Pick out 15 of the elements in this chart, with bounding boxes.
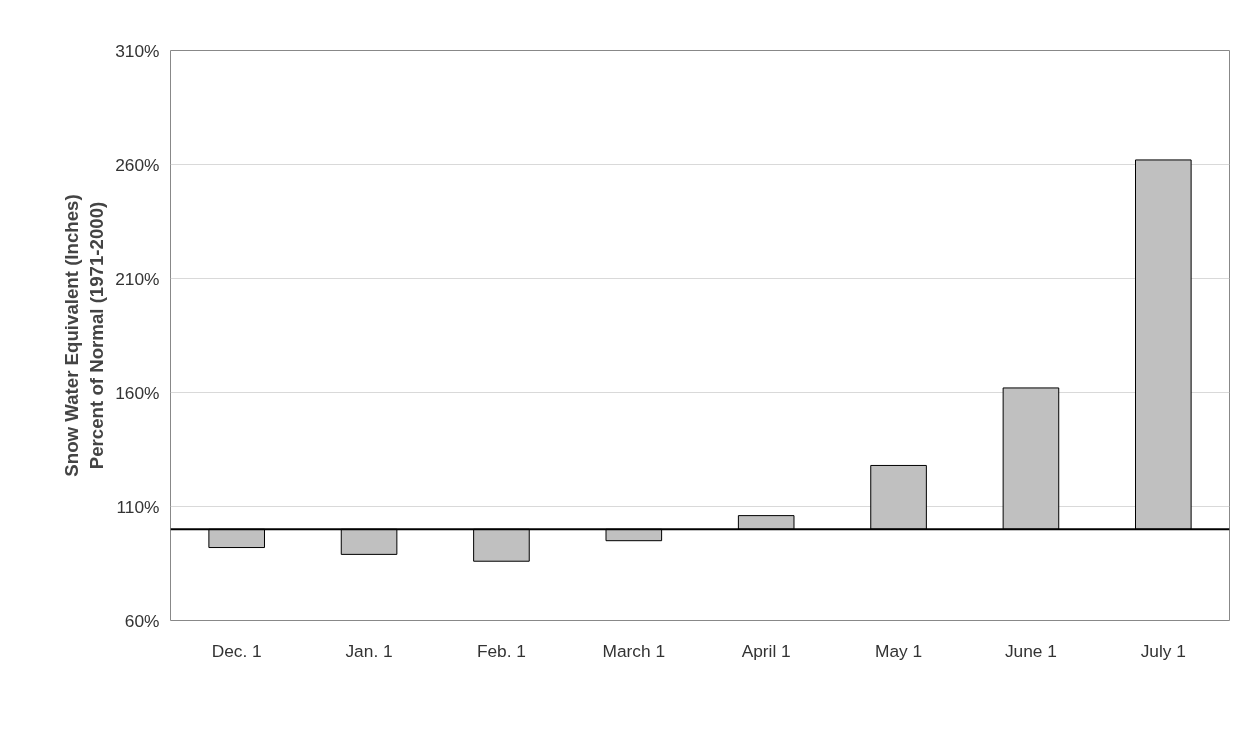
x-tick-label: Feb. 1	[476, 640, 526, 661]
x-tick-label: March 1	[602, 640, 666, 661]
y-tick-label: 310%	[115, 40, 160, 61]
x-tick-label: Dec. 1	[211, 640, 262, 661]
x-tick-label: July 1	[1140, 640, 1186, 661]
y-tick-label: 160%	[115, 382, 160, 403]
y-tick-label: 110%	[116, 496, 160, 517]
x-tick-label: April 1	[741, 640, 791, 661]
y-axis-title: Snow Water Equivalent (Inches) Percent of Normal (1971-2000)	[60, 194, 108, 477]
x-tick-label: June 1	[1004, 640, 1057, 661]
x-tick-label: May 1	[874, 640, 923, 661]
y-tick-label: 260%	[115, 154, 160, 175]
y-tick-label: 60%	[124, 610, 160, 631]
y-tick-label: 210%	[115, 268, 160, 289]
x-tick-label: Jan. 1	[345, 640, 393, 661]
